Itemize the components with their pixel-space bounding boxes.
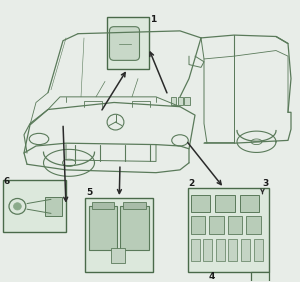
Bar (184, 97, 190, 105)
Bar (228, 216, 242, 234)
Bar (190, 239, 200, 261)
Bar (246, 216, 261, 234)
Bar (178, 97, 183, 105)
Text: 4: 4 (208, 272, 215, 281)
Bar (3, 180, 66, 232)
Bar (190, 195, 210, 212)
Circle shape (14, 203, 21, 210)
Bar (111, 248, 124, 263)
Bar (45, 197, 62, 216)
Bar (254, 239, 262, 261)
Bar (188, 188, 268, 272)
Bar (250, 272, 268, 282)
Bar (215, 195, 235, 212)
Bar (190, 216, 205, 234)
Bar (203, 239, 212, 261)
Bar (123, 202, 146, 209)
Bar (92, 202, 114, 209)
Bar (171, 97, 176, 105)
Bar (216, 239, 225, 261)
Bar (85, 198, 153, 272)
Bar (228, 239, 237, 261)
Text: 1: 1 (150, 15, 156, 24)
Text: 3: 3 (262, 179, 269, 188)
Bar (106, 17, 148, 69)
Text: 5: 5 (86, 188, 93, 197)
Bar (88, 206, 117, 250)
FancyBboxPatch shape (110, 27, 140, 60)
Text: 6: 6 (4, 177, 10, 186)
Text: 2: 2 (188, 179, 195, 188)
Bar (209, 216, 224, 234)
Bar (120, 206, 148, 250)
Bar (240, 195, 259, 212)
Bar (241, 239, 250, 261)
